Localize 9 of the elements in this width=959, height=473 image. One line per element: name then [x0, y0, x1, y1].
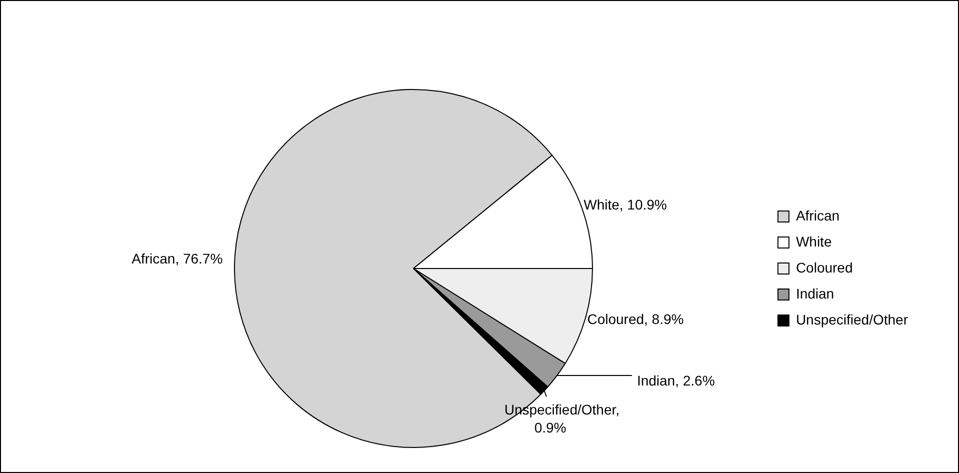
data-label: Indian, 2.6%: [636, 372, 715, 388]
legend-label: Coloured: [796, 259, 853, 276]
legend-label: White: [796, 233, 832, 250]
data-label: African, 76.7%: [132, 250, 223, 267]
legend-label: African: [796, 207, 840, 224]
data-label: Coloured, 8.9%: [587, 310, 684, 327]
legend-label: Indian: [796, 285, 834, 302]
legend-label: Unspecified/Other: [796, 311, 908, 328]
data-label: White, 10.9%: [584, 196, 667, 213]
